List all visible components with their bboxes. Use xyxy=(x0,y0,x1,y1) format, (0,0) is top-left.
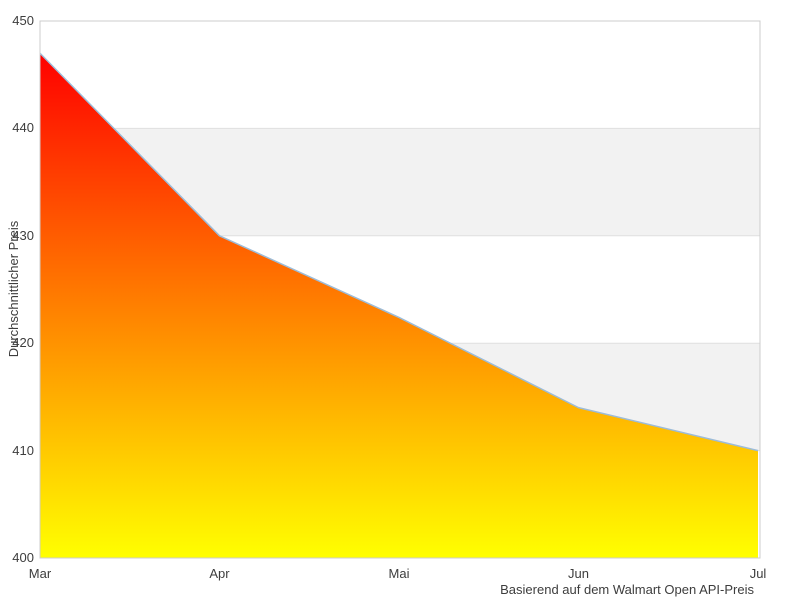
area-fill xyxy=(40,53,758,558)
y-tick-label: 400 xyxy=(12,550,34,565)
y-tick-label: 430 xyxy=(12,227,34,243)
y-tick-label: 420 xyxy=(12,335,34,351)
y-tick-label: 450 xyxy=(12,13,34,28)
x-tick-label: Jul xyxy=(749,566,767,581)
x-tick-label: Mai xyxy=(388,566,410,581)
y-tick-label: 410 xyxy=(12,442,34,458)
x-tick-label: Apr xyxy=(209,566,230,581)
data-line xyxy=(39,52,759,452)
y-axis-title: Durchschnittlicher Preis xyxy=(6,220,21,358)
x-tick-label: Mar xyxy=(28,566,52,581)
plot-frame xyxy=(39,20,761,559)
chart-caption: Basierend auf dem Walmart Open API-Preis xyxy=(500,582,754,597)
y-tick-label: 440 xyxy=(12,120,34,136)
x-tick-label: Jun xyxy=(568,566,589,581)
